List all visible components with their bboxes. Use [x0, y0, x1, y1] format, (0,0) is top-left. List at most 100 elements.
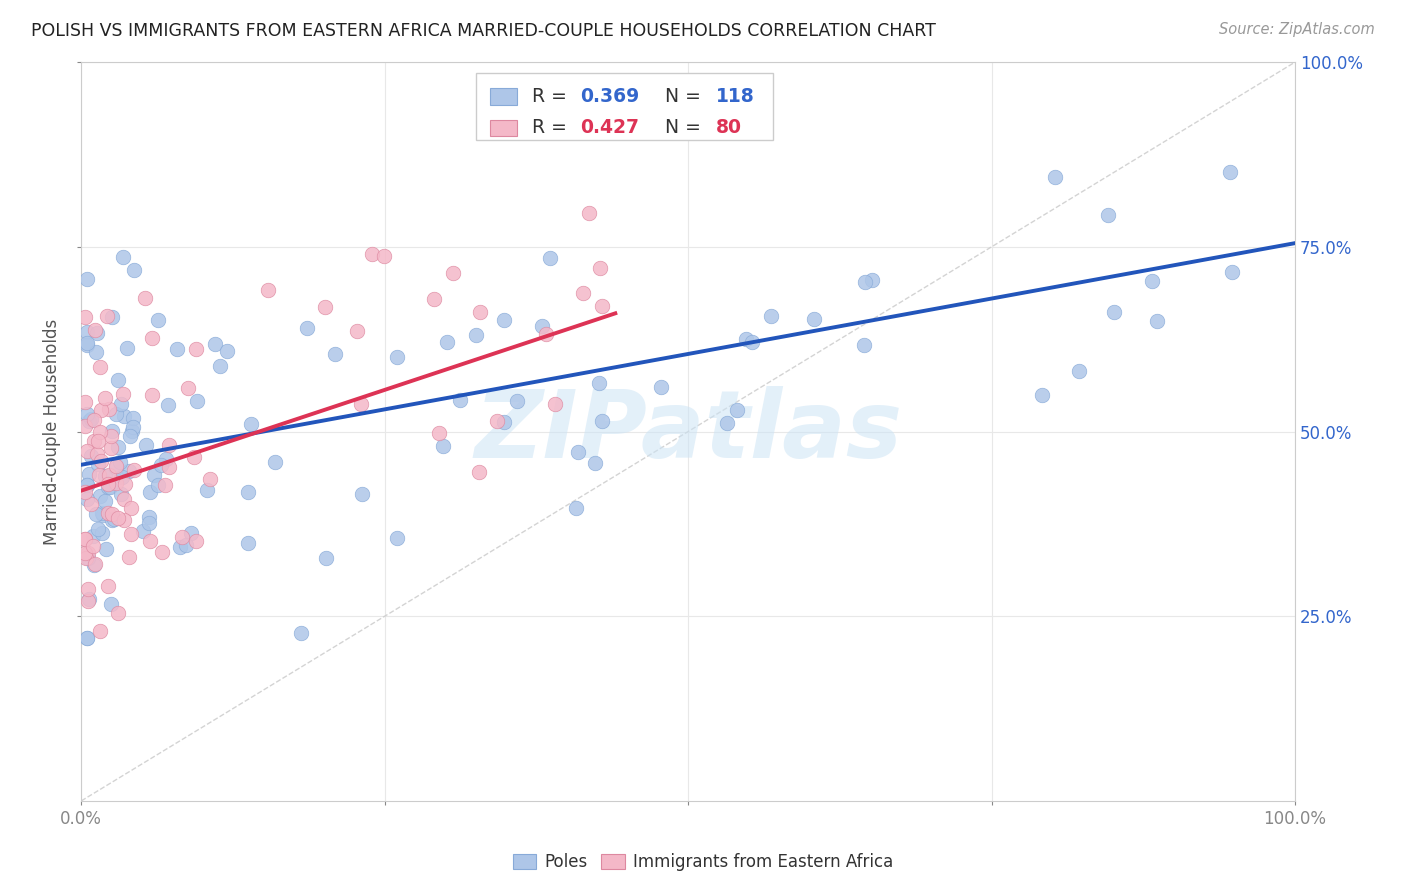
- Point: [77, 582, 100, 596]
- Point: [1102, 305, 1125, 319]
- Point: [155, 451, 177, 466]
- Point: [118, 464, 141, 478]
- Point: [80, 449, 103, 463]
- Point: [184, 533, 207, 548]
- Point: [387, 532, 409, 546]
- Point: [77, 551, 100, 566]
- Text: POLISH VS IMMIGRANTS FROM EASTERN AFRICA MARRIED-COUPLE HOUSEHOLDS CORRELATION C: POLISH VS IMMIGRANTS FROM EASTERN AFRICA…: [31, 22, 936, 40]
- Point: [735, 332, 758, 346]
- Point: [100, 429, 122, 443]
- Point: [94, 542, 117, 557]
- Point: [77, 467, 100, 482]
- Point: [82, 529, 104, 543]
- Point: [571, 286, 593, 301]
- Text: 0.427: 0.427: [581, 119, 640, 137]
- Text: ZIPatlas: ZIPatlas: [474, 385, 903, 477]
- Point: [98, 479, 121, 493]
- Point: [184, 343, 207, 357]
- Point: [138, 510, 160, 524]
- Point: [725, 403, 748, 417]
- Point: [290, 626, 312, 640]
- Text: 0.369: 0.369: [581, 87, 640, 106]
- Point: [73, 546, 96, 560]
- Point: [76, 272, 98, 286]
- Point: [177, 381, 200, 395]
- Point: [239, 417, 262, 431]
- Point: [89, 489, 111, 503]
- Point: [139, 533, 162, 548]
- Point: [350, 397, 373, 411]
- Point: [87, 467, 110, 482]
- Point: [100, 513, 122, 527]
- Point: [150, 544, 173, 558]
- Point: [114, 477, 136, 491]
- Point: [76, 407, 98, 421]
- Point: [506, 394, 529, 409]
- Point: [77, 414, 100, 428]
- Point: [101, 310, 124, 325]
- Point: [76, 325, 98, 339]
- Point: [121, 420, 143, 434]
- Point: [89, 359, 111, 374]
- Point: [1146, 314, 1168, 328]
- Point: [86, 326, 108, 341]
- Point: [346, 324, 368, 338]
- Point: [105, 476, 128, 491]
- Point: [143, 468, 166, 483]
- Point: [538, 251, 561, 265]
- Point: [157, 398, 180, 412]
- Point: [169, 540, 191, 554]
- Point: [76, 444, 98, 458]
- Point: [107, 606, 129, 620]
- Text: 118: 118: [716, 87, 755, 106]
- Point: [567, 445, 589, 459]
- Point: [90, 454, 112, 468]
- Point: [432, 439, 454, 453]
- Point: [170, 530, 193, 544]
- Point: [449, 393, 471, 408]
- Point: [110, 487, 132, 501]
- Point: [588, 376, 610, 391]
- Point: [135, 438, 157, 452]
- Text: 80: 80: [716, 119, 742, 137]
- Point: [76, 492, 98, 507]
- Point: [112, 409, 135, 423]
- Point: [76, 336, 98, 351]
- Point: [853, 275, 876, 289]
- Point: [76, 632, 98, 646]
- Point: [111, 469, 134, 483]
- Point: [544, 397, 567, 411]
- Point: [100, 441, 122, 455]
- Point: [91, 508, 114, 522]
- Point: [120, 429, 142, 443]
- Point: [650, 379, 672, 393]
- Point: [73, 532, 96, 546]
- Point: [84, 508, 107, 522]
- Point: [76, 478, 98, 492]
- Point: [589, 260, 612, 275]
- Point: [101, 508, 124, 522]
- Point: [97, 401, 120, 416]
- Text: N =: N =: [652, 87, 707, 106]
- Point: [93, 391, 115, 405]
- Point: [118, 549, 141, 564]
- Point: [80, 412, 103, 426]
- Point: [209, 359, 232, 373]
- Point: [73, 533, 96, 547]
- Point: [97, 468, 120, 483]
- Point: [741, 334, 763, 349]
- Point: [141, 331, 163, 345]
- Text: R =: R =: [531, 119, 572, 137]
- Point: [157, 460, 180, 475]
- Point: [860, 273, 883, 287]
- Point: [361, 247, 384, 261]
- Point: [759, 309, 782, 323]
- Point: [429, 425, 451, 440]
- Point: [110, 455, 132, 469]
- Point: [264, 455, 287, 469]
- Point: [195, 483, 218, 497]
- Point: [1219, 164, 1241, 178]
- Point: [87, 458, 110, 472]
- Point: [350, 487, 373, 501]
- Point: [117, 341, 139, 355]
